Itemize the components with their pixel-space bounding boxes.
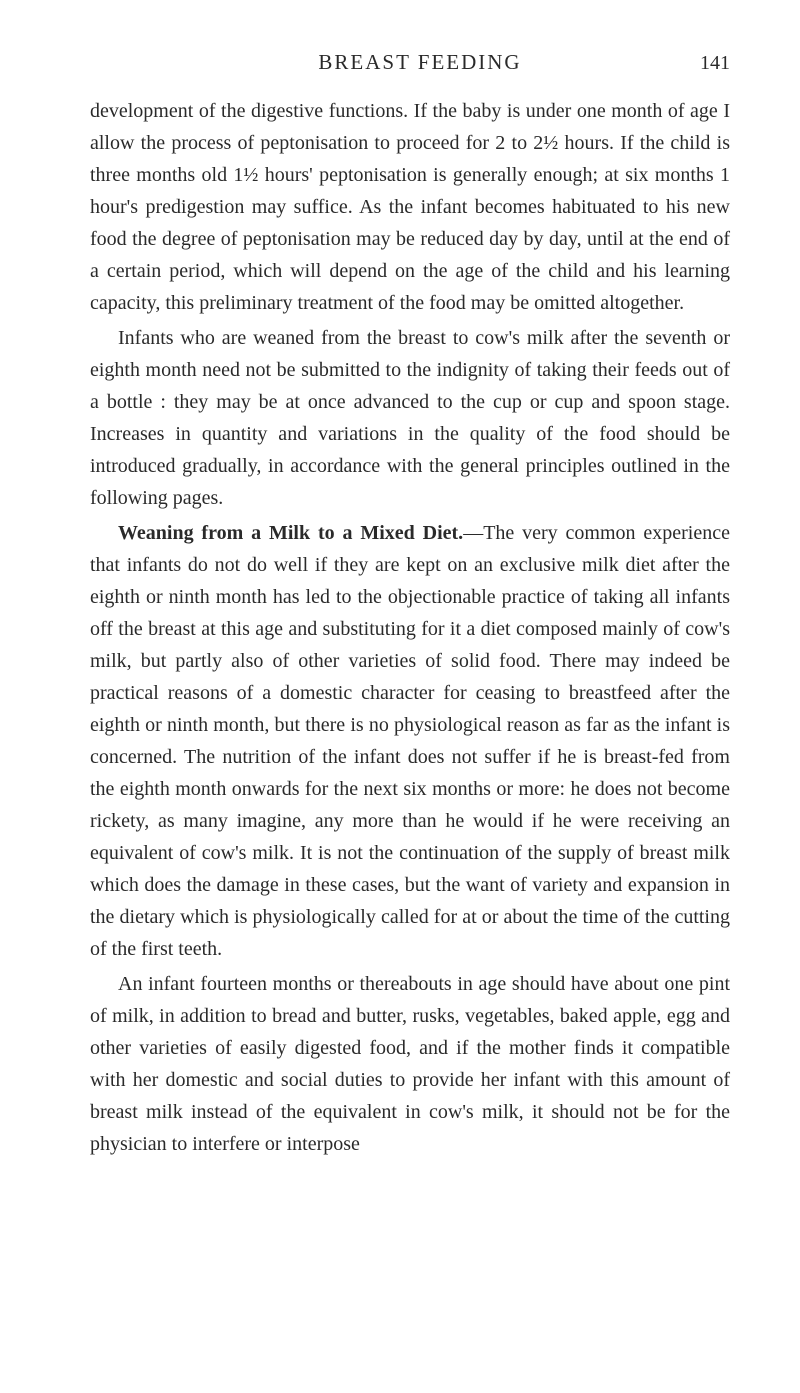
paragraph-3: Weaning from a Milk to a Mixed Diet.—The… [90, 517, 730, 965]
paragraph-2: Infants who are weaned from the breast t… [90, 322, 730, 514]
paragraph-3-body: —The very common experience that infants… [90, 522, 730, 960]
page-number: 141 [700, 52, 730, 75]
header-title: BREAST FEEDING [90, 50, 700, 75]
body-text: development of the digestive functions. … [90, 95, 730, 1160]
page-header: BREAST FEEDING 141 [90, 50, 730, 75]
paragraph-4: An infant fourteen months or thereabouts… [90, 968, 730, 1160]
paragraph-1: development of the digestive functions. … [90, 95, 730, 319]
section-heading: Weaning from a Milk to a Mixed Diet. [118, 522, 463, 544]
